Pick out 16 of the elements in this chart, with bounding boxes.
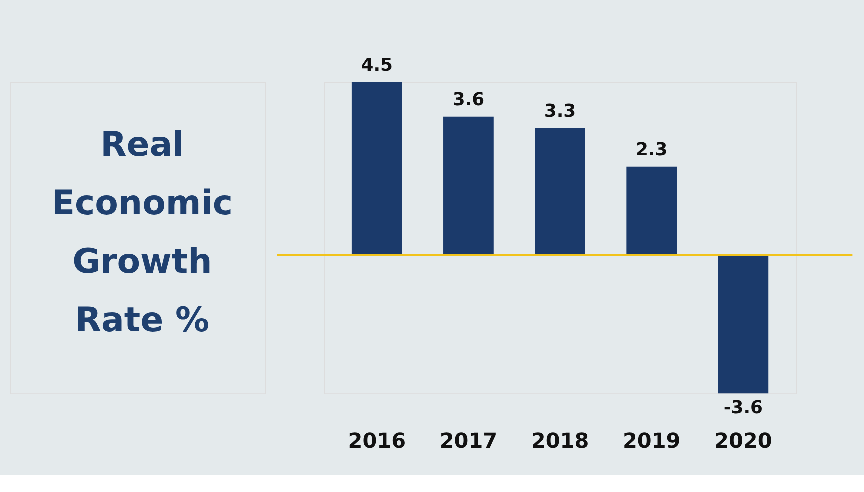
text: Real Economic Growth Rate % bbox=[52, 124, 234, 340]
x-tick-label: 2018 bbox=[531, 428, 590, 453]
data-label: -3.6 bbox=[724, 397, 764, 418]
x-tick-label: 2019 bbox=[622, 428, 681, 453]
bar bbox=[535, 128, 586, 256]
x-tick-label: 2020 bbox=[714, 428, 772, 453]
data-label: 3.6 bbox=[452, 90, 485, 111]
bar bbox=[626, 166, 678, 256]
x-tick-label: 2017 bbox=[440, 428, 498, 453]
data-label: 2.3 bbox=[636, 140, 668, 161]
data-label: 4.5 bbox=[361, 55, 393, 76]
bar bbox=[718, 255, 769, 394]
x-tick-label: 2016 bbox=[348, 428, 406, 453]
bar bbox=[352, 82, 402, 256]
data-label: 3.3 bbox=[544, 101, 576, 122]
bar bbox=[444, 116, 494, 256]
